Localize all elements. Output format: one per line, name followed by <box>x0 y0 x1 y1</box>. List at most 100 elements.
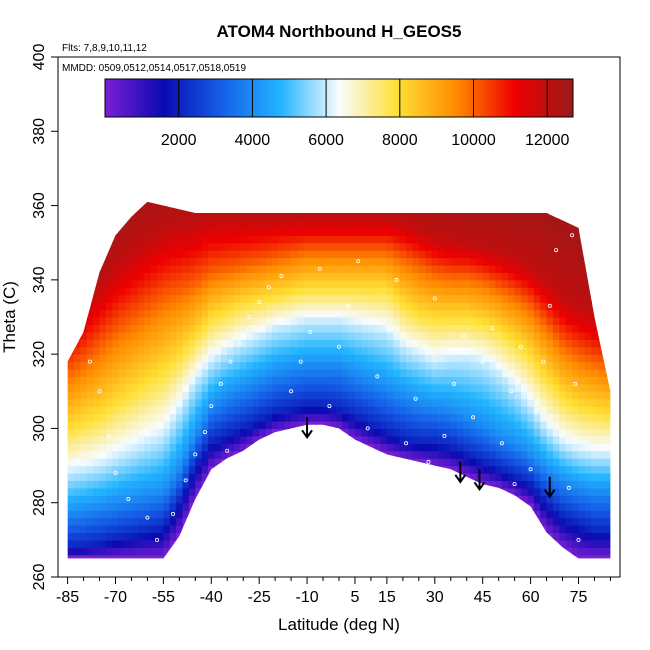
heatmap-cell <box>368 183 375 191</box>
heatmap-cell <box>597 480 605 489</box>
heatmap-cell <box>80 465 88 474</box>
heatmap-cell <box>329 458 337 467</box>
heatmap-cell <box>208 324 216 333</box>
heatmap-cell <box>240 391 247 400</box>
heatmap-cell <box>201 369 209 378</box>
heatmap-cell <box>74 191 81 199</box>
heatmap-cell <box>310 562 317 570</box>
heatmap-cell <box>329 302 337 311</box>
heatmap-cell <box>259 331 267 340</box>
heatmap-cell <box>227 480 235 489</box>
heatmap-cell <box>284 205 292 214</box>
heatmap-cell <box>335 331 343 340</box>
heatmap-cell <box>252 302 260 311</box>
heatmap-cell <box>214 272 222 281</box>
heatmap-cell <box>150 473 158 482</box>
heatmap-cell <box>246 435 254 444</box>
heatmap-cell <box>156 201 164 207</box>
heatmap-cell <box>533 383 541 392</box>
heatmap-cell <box>552 272 560 281</box>
heatmap-cell <box>450 220 458 229</box>
heatmap-cell <box>495 361 503 370</box>
heatmap-cell <box>118 242 126 251</box>
heatmap-cell <box>406 339 414 348</box>
y-axis-label: Theta (C) <box>0 281 19 353</box>
heatmap-cell <box>182 539 190 548</box>
heatmap-cell <box>367 480 375 489</box>
heatmap-cell <box>303 220 311 229</box>
heatmap-cell <box>303 317 311 326</box>
heatmap-cell <box>73 361 81 370</box>
heatmap-cell <box>578 487 586 496</box>
heatmap-cell <box>393 443 401 452</box>
heatmap-cell <box>157 183 164 191</box>
heatmap-cell <box>297 361 305 370</box>
heatmap-cell <box>604 562 611 570</box>
heatmap-cell <box>457 391 465 400</box>
heatmap-cell <box>323 487 331 496</box>
heatmap-cell <box>137 435 145 444</box>
heatmap-cell <box>374 235 382 244</box>
heatmap-cell <box>182 294 190 303</box>
heatmap-cell <box>335 383 343 392</box>
heatmap-cell <box>489 502 497 511</box>
heatmap-cell <box>316 413 324 422</box>
sample-point <box>308 329 313 334</box>
heatmap-cell <box>150 331 158 340</box>
sample-point <box>394 277 399 282</box>
heatmap-cell <box>208 272 216 281</box>
heatmap-cell <box>105 473 113 482</box>
heatmap-cell <box>374 480 382 489</box>
heatmap-cell <box>495 391 503 400</box>
heatmap-cell <box>105 421 113 430</box>
heatmap-cell <box>514 383 522 392</box>
heatmap-cell <box>604 539 611 548</box>
heatmap-cell <box>412 443 420 452</box>
heatmap-cell <box>521 361 528 370</box>
heatmap-cell <box>386 250 394 259</box>
heatmap-cell <box>380 302 388 311</box>
heatmap-cell <box>329 242 337 251</box>
heatmap-cell <box>597 495 605 504</box>
heatmap-cell <box>271 201 279 207</box>
heatmap-cell <box>412 213 420 222</box>
heatmap-cell <box>227 450 235 459</box>
heatmap-cell <box>176 294 184 303</box>
heatmap-cell <box>169 473 177 482</box>
heatmap-cell <box>310 383 318 392</box>
heatmap-cell <box>137 413 145 422</box>
heatmap-cell <box>591 495 599 504</box>
heatmap-cell <box>278 547 286 556</box>
heatmap-cell <box>476 272 484 281</box>
heatmap-cell <box>80 502 88 511</box>
heatmap-cell <box>182 242 190 251</box>
heatmap-cell <box>463 398 471 407</box>
heatmap-cell <box>572 502 580 511</box>
heatmap-cell <box>361 443 369 452</box>
heatmap-cell <box>495 458 503 467</box>
heatmap-cell <box>176 257 184 266</box>
heatmap-cell <box>278 294 286 303</box>
heatmap-cell <box>73 398 81 407</box>
heatmap-cell <box>303 205 311 214</box>
heatmap-cell <box>476 510 484 519</box>
heatmap-cell <box>310 265 318 274</box>
heatmap-cell <box>450 398 458 407</box>
heatmap-cell <box>144 435 152 444</box>
heatmap-cell <box>419 191 426 199</box>
heatmap-cell <box>450 554 458 559</box>
heatmap-cell <box>552 257 560 266</box>
heatmap-cell <box>67 272 75 281</box>
heatmap-cell <box>208 391 216 400</box>
heatmap-cell <box>348 324 356 333</box>
heatmap-cell <box>604 279 611 288</box>
heatmap-cell <box>386 554 394 559</box>
heatmap-cell <box>444 443 452 452</box>
heatmap-cell <box>399 547 407 556</box>
heatmap-cell <box>208 294 216 303</box>
heatmap-cell <box>291 346 299 355</box>
heatmap-cell <box>208 383 216 392</box>
heatmap-cell <box>425 242 433 251</box>
heatmap-cell <box>374 458 382 467</box>
heatmap-cell <box>182 376 190 385</box>
